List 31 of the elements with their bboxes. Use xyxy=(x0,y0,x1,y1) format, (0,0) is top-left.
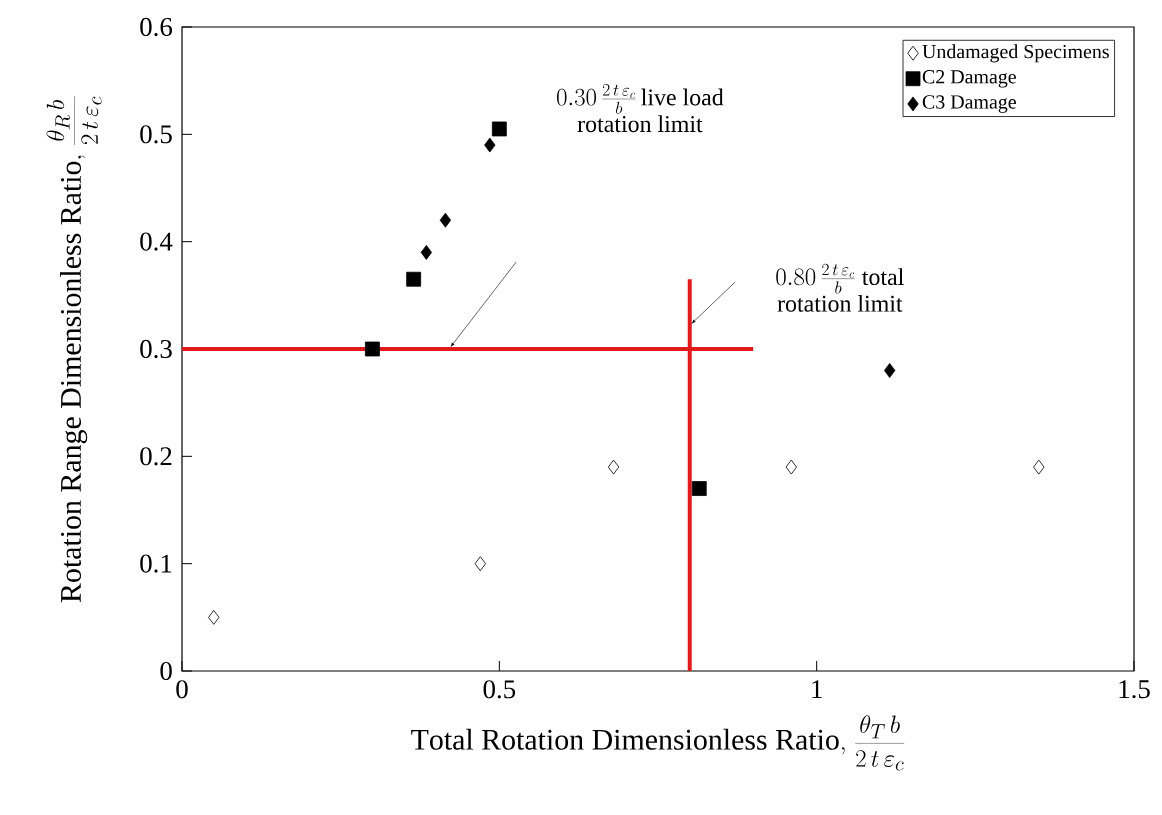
annotation: $\begin{array}{c}0.80\,\frac{2\,t\,\varepsilon_{c}}{b}\ \mathrm{total}\\ \mathrm{rotation\ limit}\end{array}$ xyxy=(776,263,904,312)
y-axis-title: $\mathrm{Rotation\ Range\ Dimensionless\ Ratio,}\ \frac{\theta_{R}\,b}{2\,t\,\varepsilon_{c}}$ xyxy=(46,96,102,603)
legend-label: C2 Damage xyxy=(922,70,1016,88)
point xyxy=(607,459,620,475)
point xyxy=(406,271,422,287)
point xyxy=(785,459,797,475)
point xyxy=(365,341,380,357)
point xyxy=(484,137,496,153)
point xyxy=(420,245,432,260)
x-tick-label: 1 xyxy=(812,680,822,698)
y-tick-label: 0.4 xyxy=(140,232,173,251)
legend-label: C3 Damage xyxy=(922,95,1016,113)
y-tick-label: 0.3 xyxy=(140,339,172,359)
point xyxy=(439,212,452,228)
point xyxy=(474,556,486,572)
point xyxy=(691,481,707,496)
x-axis-title: $\mathrm{Total\ Rotation\ Dimensionless\ Ratio,}\ \frac{\theta_{T}\,b}{2\,t\,\varepsilon_{c}}$ xyxy=(411,715,905,771)
x-tick-label: 1.5 xyxy=(1119,680,1150,699)
y-tick-label: 0.5 xyxy=(140,125,172,144)
point xyxy=(208,609,220,625)
point xyxy=(491,121,507,137)
y-tick-label: 0.2 xyxy=(140,447,172,466)
annotation: $\begin{array}{c}0.30\,\frac{2\,t\,\varepsilon_{c}}{b}\,\mathrm{live\ load}\\ \mathrm{rotation\ limit}\end{array}$ xyxy=(557,84,724,133)
y-tick-label: 0.6 xyxy=(140,17,173,37)
y-tick-label: 0 xyxy=(160,661,172,681)
x-tick-label: 0.5 xyxy=(483,680,516,699)
point xyxy=(1033,459,1045,475)
x-tick-label: 0 xyxy=(176,680,188,699)
point xyxy=(884,363,896,378)
legend-label: Undamaged Specimens xyxy=(922,44,1109,63)
y-tick-label: 0.1 xyxy=(140,554,172,573)
